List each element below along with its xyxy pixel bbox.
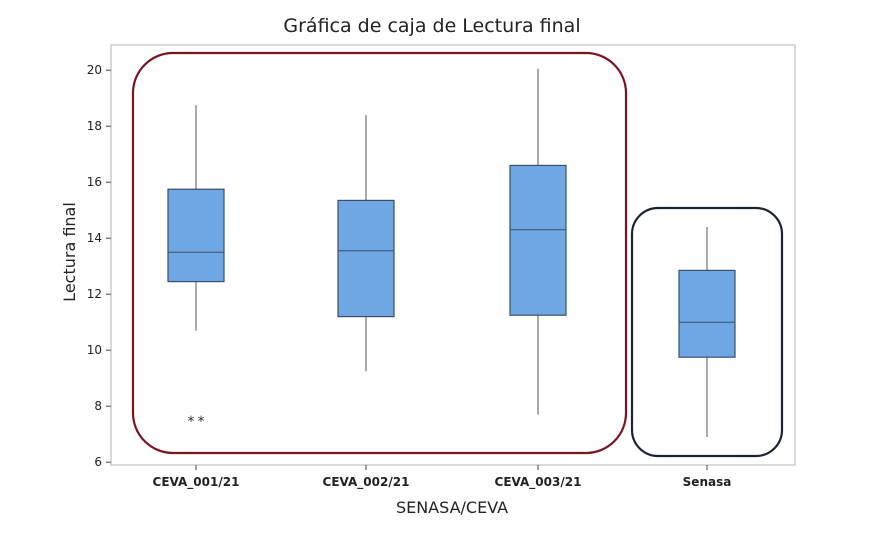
box-senasa (678, 227, 736, 437)
y-tick-label: 6 (94, 455, 102, 469)
box-ceva-001-21: * * (167, 105, 225, 430)
y-axis: 6 8 10 12 14 16 18 20 (87, 63, 111, 469)
boxes: * * (167, 68, 736, 437)
group-outlines (131, 51, 784, 458)
y-tick-label: 12 (87, 287, 102, 301)
box-ceva-002-21 (337, 115, 395, 372)
iqr-box (509, 164, 567, 316)
x-category-label: CEVA_003/21 (495, 475, 582, 490)
x-category-label: CEVA_001/21 (153, 475, 240, 490)
y-tick-label: 16 (87, 175, 102, 189)
y-tick-label: 14 (87, 231, 102, 245)
y-axis-title: Lectura final (60, 202, 79, 302)
ceva-group-outline (131, 51, 628, 455)
iqr-box (337, 199, 395, 318)
plot-frame (110, 44, 796, 466)
x-category-label: Senasa (683, 475, 732, 489)
iqr-box (678, 269, 736, 358)
senasa-group-outline (630, 206, 784, 458)
box-ceva-003-21 (509, 68, 567, 415)
x-axis: CEVA_001/21 CEVA_002/21 CEVA_003/21 Senasa (153, 465, 732, 490)
x-category-label: CEVA_002/21 (323, 475, 410, 490)
x-axis-title: SENASA/CEVA (396, 498, 508, 517)
chart-title: Gráfica de caja de Lectura final (283, 15, 580, 37)
y-tick-label: 10 (87, 343, 102, 357)
y-tick-label: 18 (87, 119, 102, 133)
y-tick-label: 8 (94, 399, 102, 413)
iqr-box (167, 188, 225, 283)
outlier-marker: * (198, 414, 205, 430)
outlier-marker: * (188, 414, 195, 430)
y-tick-label: 20 (87, 63, 102, 77)
